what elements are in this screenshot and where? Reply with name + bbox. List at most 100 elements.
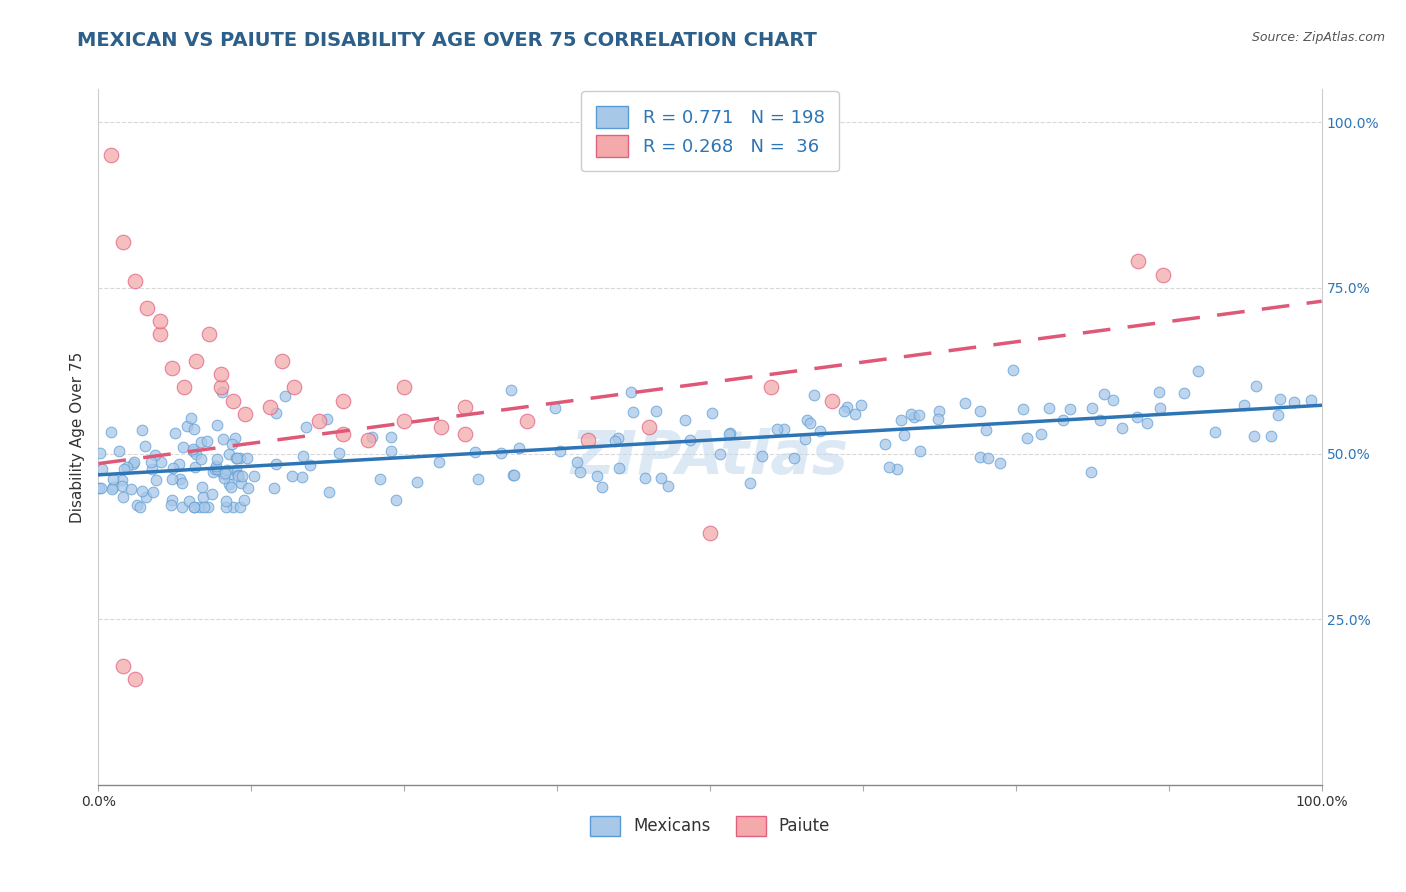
Point [380,430,402,444]
Point [385,493,408,508]
Point [799,416,821,430]
Point [111,479,134,493]
Point [273,389,295,403]
Point [430,420,453,434]
Point [489,445,512,459]
Point [204,458,226,473]
Point [1260,428,1282,442]
Point [1233,399,1256,413]
Point [283,380,305,394]
Point [1268,392,1291,407]
Point [101,482,124,496]
Point [127,498,149,512]
Point [977,451,1000,466]
Point [1102,392,1125,407]
Point [332,393,354,408]
Point [501,384,523,398]
Point [761,380,783,394]
Point [718,426,741,441]
Point [243,468,266,483]
Point [218,447,240,461]
Point [502,467,524,482]
Point [544,401,567,416]
Point [145,473,167,487]
Point [143,448,166,462]
Point [953,395,976,409]
Point [219,480,242,494]
Point [291,470,314,484]
Point [172,440,194,454]
Point [190,452,212,467]
Point [281,468,304,483]
Point [124,672,146,686]
Point [803,388,825,402]
Point [197,327,219,342]
Point [183,422,205,436]
Point [228,468,250,483]
Point [835,400,858,414]
Y-axis label: Disability Age Over 75: Disability Age Over 75 [69,351,84,523]
Point [1029,426,1052,441]
Point [332,426,354,441]
Point [1267,408,1289,422]
Point [270,354,294,368]
Point [101,472,124,486]
Point [637,420,661,434]
Point [112,490,135,504]
Point [195,434,218,448]
Point [212,467,235,481]
Point [218,477,240,491]
Point [1152,268,1174,282]
Point [100,148,122,162]
Point [603,434,626,448]
Point [879,459,901,474]
Point [454,401,477,415]
Point [291,449,314,463]
Point [167,457,190,471]
Point [454,426,477,441]
Point [159,498,181,512]
Point [851,397,873,411]
Point [177,493,200,508]
Point [1149,401,1171,415]
Point [89,481,111,495]
Point [586,469,609,483]
Point [645,404,668,418]
Point [184,447,207,461]
Point [328,446,350,460]
Point [927,412,949,426]
Point [141,461,163,475]
Point [181,442,204,456]
Point [212,471,235,485]
Point [209,380,232,394]
Point [225,450,247,465]
Point [124,274,146,288]
Point [793,432,815,446]
Point [236,451,259,466]
Text: ZIPAtlas: ZIPAtlas [571,428,849,487]
Point [405,475,427,489]
Legend: Mexicans, Paiute: Mexicans, Paiute [583,809,837,843]
Point [908,408,931,422]
Point [231,468,253,483]
Point [295,419,318,434]
Point [908,444,931,458]
Point [1244,379,1267,393]
Point [184,460,207,475]
Point [1173,386,1195,401]
Point [873,437,896,451]
Point [221,437,243,451]
Point [91,462,114,476]
Point [606,431,628,445]
Point [207,417,229,432]
Point [607,460,630,475]
Point [502,468,524,483]
Point [233,407,256,421]
Point [222,500,245,514]
Point [259,401,281,415]
Point [620,384,643,399]
Point [142,484,165,499]
Point [1111,420,1133,434]
Point [89,446,111,460]
Point [1147,384,1170,399]
